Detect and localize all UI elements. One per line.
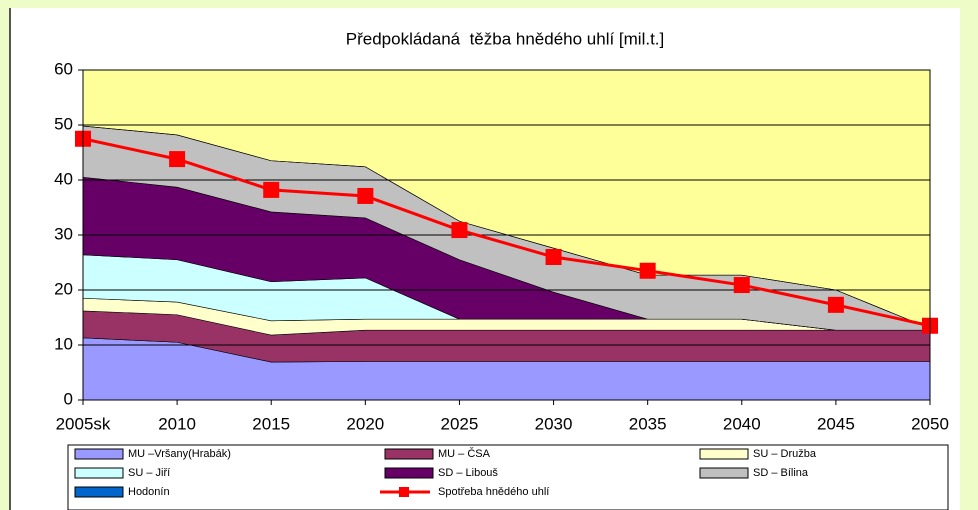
legend-swatch bbox=[399, 487, 409, 497]
y-tick-label: 20 bbox=[54, 279, 73, 298]
x-tick-label: 2005sk bbox=[56, 414, 111, 433]
x-tick-label: 2035 bbox=[629, 414, 667, 433]
legend-swatch bbox=[699, 448, 749, 460]
legend-label: Spotřeba hnědého uhlí bbox=[438, 486, 549, 498]
line-marker bbox=[545, 249, 562, 265]
x-tick-label: 2040 bbox=[723, 414, 761, 433]
legend-label: SD – Bílina bbox=[753, 467, 809, 479]
legend-label: MU –Vršany(Hrabák) bbox=[128, 448, 231, 460]
y-tick-label: 50 bbox=[54, 114, 73, 133]
y-tick-label: 10 bbox=[54, 334, 73, 353]
legend-box bbox=[67, 444, 949, 510]
legend-label: Hodonín bbox=[128, 486, 170, 498]
y-tick-label: 40 bbox=[54, 169, 73, 188]
x-tick-label: 2050 bbox=[911, 414, 949, 433]
x-tick-label: 2015 bbox=[252, 414, 290, 433]
line-marker bbox=[733, 277, 750, 294]
line bbox=[82, 137, 931, 328]
x-tick-label: 2025 bbox=[441, 414, 479, 433]
line-marker bbox=[827, 296, 844, 313]
line-marker bbox=[169, 151, 186, 168]
line-marker bbox=[263, 181, 280, 198]
legend-label: SU – Družba bbox=[753, 448, 817, 460]
y-tick-label: 0 bbox=[64, 389, 73, 408]
legend-swatch bbox=[74, 467, 124, 479]
x-tick-label: 2045 bbox=[817, 414, 855, 433]
chart-title: Předpokládaná těžba hnědého uhlí [mil.t.… bbox=[346, 29, 665, 48]
legend-label: SD – Libouš bbox=[438, 467, 498, 479]
line-marker bbox=[639, 262, 656, 279]
plot-border bbox=[82, 69, 931, 401]
legend-swatch bbox=[384, 467, 434, 479]
legend-label: MU – ČSA bbox=[438, 447, 491, 460]
legend-swatch bbox=[699, 467, 749, 479]
legend-swatch bbox=[74, 486, 124, 498]
x-tick-label: 2020 bbox=[346, 414, 384, 433]
y-tick-label: 30 bbox=[54, 224, 73, 243]
line-marker bbox=[451, 222, 468, 239]
legend-swatch bbox=[384, 448, 434, 460]
legend-swatch bbox=[74, 448, 124, 460]
x-tick-label: 2030 bbox=[535, 414, 573, 433]
line-marker bbox=[357, 187, 374, 204]
y-tick-label: 60 bbox=[54, 59, 73, 78]
x-tick-label: 2010 bbox=[158, 414, 196, 433]
legend-label: SU – Jiří bbox=[128, 467, 170, 479]
